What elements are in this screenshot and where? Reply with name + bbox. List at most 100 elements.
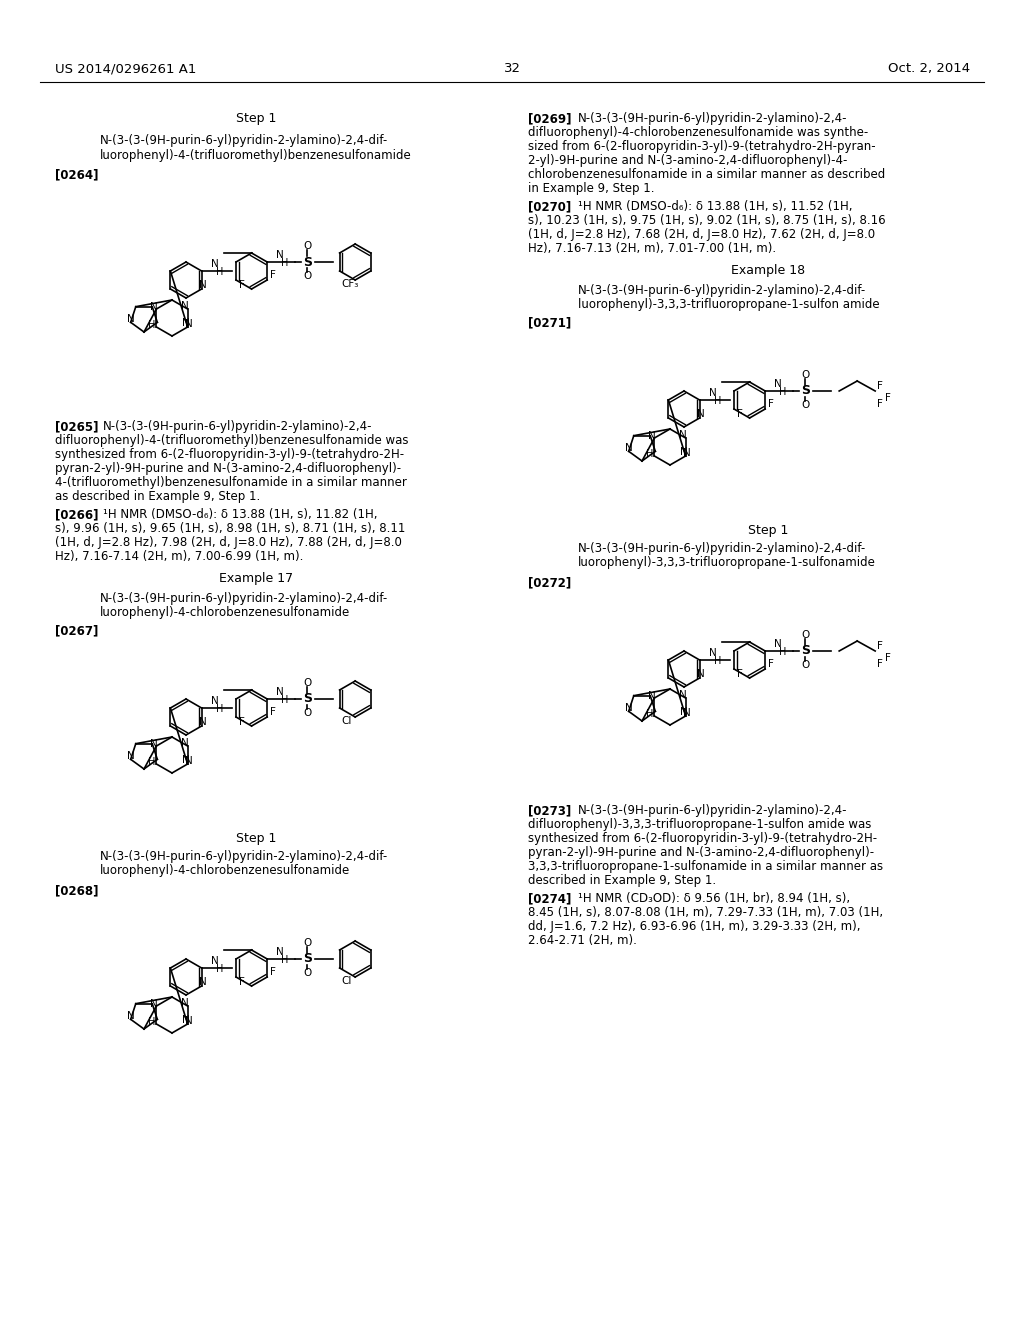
Text: CF₃: CF₃ [342,279,359,289]
Text: H: H [147,1018,155,1027]
Text: 8.45 (1H, s), 8.07-8.08 (1H, m), 7.29-7.33 (1H, m), 7.03 (1H,: 8.45 (1H, s), 8.07-8.08 (1H, m), 7.29-7.… [528,906,883,919]
Text: 32: 32 [504,62,520,75]
Text: O: O [303,708,311,718]
Text: Example 18: Example 18 [731,264,805,277]
Text: Step 1: Step 1 [236,112,276,125]
Text: F: F [768,399,774,409]
Text: H: H [282,696,289,705]
Text: N-(3-(3-(9H-purin-6-yl)pyridin-2-ylamino)-2,4-: N-(3-(3-(9H-purin-6-yl)pyridin-2-ylamino… [578,804,848,817]
Text: N-(3-(3-(9H-purin-6-yl)pyridin-2-ylamino)-2,4-dif-: N-(3-(3-(9H-purin-6-yl)pyridin-2-ylamino… [578,284,866,297]
Text: [0272]: [0272] [528,576,571,589]
Text: synthesized from 6-(2-fluoropyridin-3-yl)-9-(tetrahydro-2H-: synthesized from 6-(2-fluoropyridin-3-yl… [528,832,878,845]
Text: s), 10.23 (1H, s), 9.75 (1H, s), 9.02 (1H, s), 8.75 (1H, s), 8.16: s), 10.23 (1H, s), 9.75 (1H, s), 9.02 (1… [528,214,886,227]
Text: Cl: Cl [342,715,352,726]
Text: dd, J=1.6, 7.2 Hz), 6.93-6.96 (1H, m), 3.29-3.33 (2H, m),: dd, J=1.6, 7.2 Hz), 6.93-6.96 (1H, m), 3… [528,920,860,933]
Text: 4-(trifluoromethyl)benzenesulfonamide in a similar manner: 4-(trifluoromethyl)benzenesulfonamide in… [55,477,407,488]
Text: N: N [180,998,188,1008]
Text: H: H [714,656,721,667]
Text: S: S [303,953,311,965]
Text: [0266]: [0266] [55,508,98,521]
Text: [0274]: [0274] [528,892,571,906]
Text: 2-yl)-9H-purine and N-(3-amino-2,4-difluorophenyl)-4-: 2-yl)-9H-purine and N-(3-amino-2,4-diflu… [528,154,848,168]
Text: H: H [216,267,223,277]
Text: F: F [878,642,883,651]
Text: [0268]: [0268] [55,884,98,898]
Text: O: O [303,271,311,281]
Text: F: F [885,653,891,663]
Text: N: N [774,379,782,389]
Text: Step 1: Step 1 [748,524,788,537]
Text: N: N [181,1015,189,1026]
Text: N: N [276,686,284,697]
Text: N-(3-(3-(9H-purin-6-yl)pyridin-2-ylamino)-2,4-: N-(3-(3-(9H-purin-6-yl)pyridin-2-ylamino… [578,112,848,125]
Text: ¹H NMR (DMSO-d₆): δ 13.88 (1H, s), 11.82 (1H,: ¹H NMR (DMSO-d₆): δ 13.88 (1H, s), 11.82… [103,508,378,521]
Text: [0265]: [0265] [55,420,98,433]
Text: N: N [648,690,656,701]
Text: F: F [737,409,742,418]
Text: N: N [180,301,188,312]
Text: N: N [683,708,690,718]
Text: H: H [147,758,155,767]
Text: Oct. 2, 2014: Oct. 2, 2014 [888,62,970,75]
Text: O: O [303,678,311,688]
Text: difluorophenyl)-4-chlorobenzenesulfonamide was synthe-: difluorophenyl)-4-chlorobenzenesulfonami… [528,125,868,139]
Text: N: N [679,690,686,700]
Text: N: N [151,302,158,312]
Text: ¹H NMR (CD₃OD): δ 9.56 (1H, br), 8.94 (1H, s),: ¹H NMR (CD₃OD): δ 9.56 (1H, br), 8.94 (1… [578,892,850,906]
Text: N: N [151,999,158,1008]
Text: Cl: Cl [342,975,352,986]
Text: [0271]: [0271] [528,315,571,329]
Text: 2.64-2.71 (2H, m).: 2.64-2.71 (2H, m). [528,935,637,946]
Text: N: N [648,430,656,441]
Text: Hz), 7.16-7.14 (2H, m), 7.00-6.99 (1H, m).: Hz), 7.16-7.14 (2H, m), 7.00-6.99 (1H, m… [55,550,303,564]
Text: N: N [625,444,633,453]
Text: ¹H NMR (DMSO-d₆): δ 13.88 (1H, s), 11.52 (1H,: ¹H NMR (DMSO-d₆): δ 13.88 (1H, s), 11.52… [578,201,853,213]
Text: S: S [801,384,810,397]
Text: O: O [303,242,311,251]
Text: N: N [276,946,284,957]
Text: H: H [282,257,289,268]
Text: N-(3-(3-(9H-purin-6-yl)pyridin-2-ylamino)-2,4-dif-: N-(3-(3-(9H-purin-6-yl)pyridin-2-ylamino… [578,543,866,554]
Text: N: N [680,708,687,717]
Text: O: O [801,400,809,411]
Text: Hz), 7.16-7.13 (2H, m), 7.01-7.00 (1H, m).: Hz), 7.16-7.13 (2H, m), 7.01-7.00 (1H, m… [528,242,776,255]
Text: N: N [127,314,134,325]
Text: H: H [645,709,653,719]
Text: N: N [696,669,705,678]
Text: [0273]: [0273] [528,804,571,817]
Text: O: O [801,370,809,380]
Text: F: F [878,399,883,409]
Text: [0269]: [0269] [528,112,571,125]
Text: pyran-2-yl)-9H-purine and N-(3-amino-2,4-difluorophenyl)-: pyran-2-yl)-9H-purine and N-(3-amino-2,4… [55,462,401,475]
Text: N-(3-(3-(9H-purin-6-yl)pyridin-2-ylamino)-2,4-dif-: N-(3-(3-(9H-purin-6-yl)pyridin-2-ylamino… [100,591,388,605]
Text: luorophenyl)-4-(trifluoromethyl)benzenesulfonamide: luorophenyl)-4-(trifluoromethyl)benzenes… [100,149,412,162]
Text: N: N [127,1011,134,1022]
Text: s), 9.96 (1H, s), 9.65 (1H, s), 8.98 (1H, s), 8.71 (1H, s), 8.11: s), 9.96 (1H, s), 9.65 (1H, s), 8.98 (1H… [55,521,406,535]
Text: F: F [270,271,276,280]
Text: chlorobenzenesulfonamide in a similar manner as described: chlorobenzenesulfonamide in a similar ma… [528,168,886,181]
Text: synthesized from 6-(2-fluoropyridin-3-yl)-9-(tetrahydro-2H-: synthesized from 6-(2-fluoropyridin-3-yl… [55,447,404,461]
Text: (1H, d, J=2.8 Hz), 7.68 (2H, d, J=8.0 Hz), 7.62 (2H, d, J=8.0: (1H, d, J=2.8 Hz), 7.68 (2H, d, J=8.0 Hz… [528,228,876,242]
Text: F: F [885,393,891,403]
Text: N: N [211,259,218,269]
Text: N: N [184,319,193,329]
Text: difluorophenyl)-4-(trifluoromethyl)benzenesulfonamide was: difluorophenyl)-4-(trifluoromethyl)benze… [55,434,409,447]
Text: N: N [709,648,717,657]
Text: N: N [683,447,690,458]
Text: N: N [774,639,782,649]
Text: N: N [679,430,686,440]
Text: N: N [181,755,189,766]
Text: N: N [276,249,284,260]
Text: N: N [199,280,207,290]
Text: N: N [181,318,189,327]
Text: difluorophenyl)-3,3,3-trifluoropropane-1-sulfon amide was: difluorophenyl)-3,3,3-trifluoropropane-1… [528,818,871,832]
Text: in Example 9, Step 1.: in Example 9, Step 1. [528,182,654,195]
Text: F: F [878,381,883,391]
Text: N: N [199,977,207,987]
Text: N: N [151,739,158,748]
Text: sized from 6-(2-fluoropyridin-3-yl)-9-(tetrahydro-2H-pyran-: sized from 6-(2-fluoropyridin-3-yl)-9-(t… [528,140,876,153]
Text: luorophenyl)-3,3,3-trifluoropropane-1-sulfonamide: luorophenyl)-3,3,3-trifluoropropane-1-su… [578,556,876,569]
Text: O: O [801,660,809,671]
Text: N: N [211,696,218,706]
Text: H: H [779,387,786,397]
